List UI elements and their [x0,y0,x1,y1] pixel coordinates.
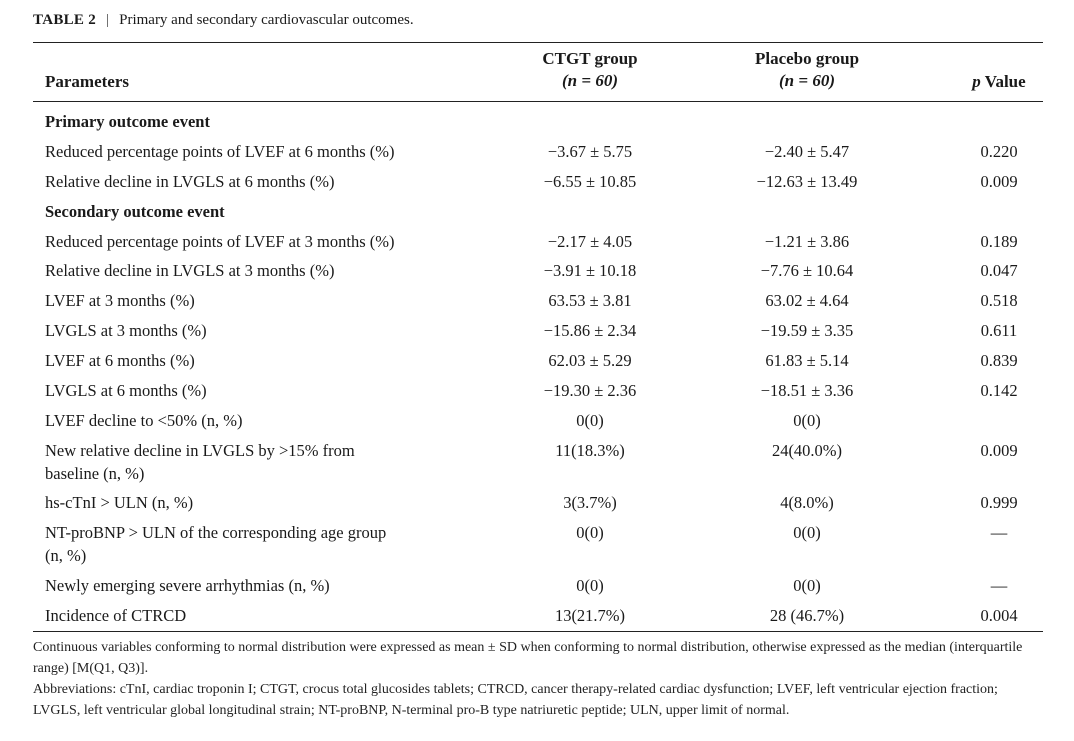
ctgt-value: −2.17 ± 4.05 [547,232,633,251]
placebo-value: −18.51 ± 3.36 [760,381,854,400]
header-rule [33,101,1043,102]
top-rule [33,42,1043,43]
ctgt-value: −15.86 ± 2.34 [543,321,637,340]
p-value: 0.611 [980,321,1018,340]
placebo-value: −2.40 ± 5.47 [764,142,850,161]
ctgt-value: −19.30 ± 2.36 [543,381,637,400]
section-heading: Secondary outcome event [45,202,225,221]
header-parameters: Parameters [45,72,130,91]
placebo-value: 28 (46.7%) [769,606,845,625]
parameter-label: Reduced percentage points of LVEF at 3 m… [45,232,395,251]
caption-separator: | [106,12,110,28]
placebo-value: 0(0) [793,411,821,430]
ctgt-value: 0(0) [576,411,604,430]
section-heading: Primary outcome event [45,112,210,131]
ctgt-value: −3.91 ± 10.18 [543,261,637,280]
p-value: 0.999 [980,493,1018,512]
ctgt-value: 62.03 ± 5.29 [548,351,632,370]
bottom-rule [33,631,1043,632]
header-placebo-name: Placebo group [754,49,860,68]
parameter-label: hs-cTnI > ULN (n, %) [45,493,194,512]
p-value: 0.189 [980,232,1018,251]
parameter-label: LVEF decline to <50% (n, %) [45,411,243,430]
placebo-value: 0(0) [793,523,821,542]
header-placebo-n: (n = 60) [779,71,835,90]
ctgt-value: 0(0) [576,576,604,595]
placebo-value: 63.02 ± 4.64 [765,291,849,310]
header-p-value: p Value [972,72,1026,91]
header-ctgt-n: (n = 60) [562,71,618,90]
footnote-abbreviations: Abbreviations: cTnI, cardiac troponin I;… [33,682,998,718]
parameter-label: Relative decline in LVGLS at 3 months (%… [45,261,335,280]
ctgt-value: 63.53 ± 3.81 [548,291,632,310]
p-value: 0.009 [980,172,1018,191]
header-ctgt-name: CTGT group [542,49,638,68]
p-value: 0.047 [980,261,1018,280]
parameter-label: LVEF at 6 months (%) [45,351,195,370]
placebo-value: 0(0) [793,576,821,595]
parameter-label: NT-proBNP > ULN of the corresponding age… [45,523,387,565]
ctgt-value: 11(18.3%) [555,441,625,460]
p-value: — [990,523,1008,542]
ctgt-value: −6.55 ± 10.85 [543,172,637,191]
p-value: 0.004 [980,606,1018,625]
p-value: 0.518 [980,291,1018,310]
placebo-value: 61.83 ± 5.14 [765,351,849,370]
ctgt-value: −3.67 ± 5.75 [547,142,633,161]
parameter-label: LVGLS at 3 months (%) [45,321,207,340]
header-placebo: Placebo group (n = 60) [707,48,907,92]
placebo-value: 4(8.0%) [780,493,834,512]
placebo-value: −19.59 ± 3.35 [760,321,854,340]
ctgt-value: 13(21.7%) [554,606,626,625]
parameter-label: LVEF at 3 months (%) [45,291,195,310]
placebo-value: 24(40.0%) [771,441,843,460]
parameter-label: Incidence of CTRCD [45,606,187,625]
table-title: Primary and secondary cardiovascular out… [119,12,414,28]
p-value: 0.009 [980,441,1018,460]
p-value: 0.839 [980,351,1018,370]
parameter-label: LVGLS at 6 months (%) [45,381,207,400]
p-value: — [990,576,1008,595]
ctgt-value: 3(3.7%) [563,493,617,512]
footnote-normal-distribution: Continuous variables conforming to norma… [33,640,1023,676]
header-ctgt: CTGT group (n = 60) [490,48,690,92]
placebo-value: −12.63 ± 13.49 [756,172,858,191]
parameter-label: Reduced percentage points of LVEF at 6 m… [45,142,395,161]
parameter-label: New relative decline in LVGLS by >15% fr… [45,441,355,483]
placebo-value: −7.76 ± 10.64 [760,261,854,280]
parameter-label: Relative decline in LVGLS at 6 months (%… [45,172,335,191]
parameter-label: Newly emerging severe arrhythmias (n, %) [45,576,330,595]
ctgt-value: 0(0) [576,523,604,542]
p-value: 0.220 [980,142,1018,161]
table-caption: TABLE 2 | Primary and secondary cardiovasc… [33,10,414,30]
placebo-value: −1.21 ± 3.86 [764,232,850,251]
p-value: 0.142 [980,381,1018,400]
table-label: TABLE 2 [33,12,97,28]
